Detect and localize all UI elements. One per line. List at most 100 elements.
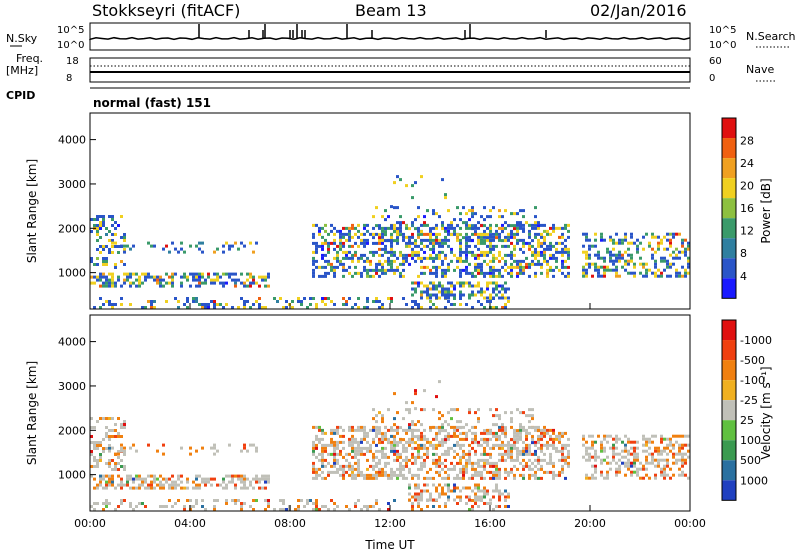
heatmap-cell [348,256,351,260]
heatmap-cell [477,470,480,474]
heatmap-cell [117,278,120,282]
heatmap-cell [567,452,570,456]
heatmap-cell [438,417,441,421]
heatmap-cell [495,489,498,493]
heatmap-cell [381,467,384,471]
heatmap-cell [180,480,183,484]
heatmap-cell [252,486,255,490]
heatmap-cell [114,263,117,266]
heatmap-cell [465,244,468,248]
heatmap-cell [426,489,429,493]
heatmap-cell [519,437,522,441]
heatmap-cell [498,290,501,294]
heatmap-cell [321,461,324,465]
heatmap-cell [672,443,675,447]
heatmap-cell [321,443,324,447]
heatmap-cell [489,476,492,480]
heatmap-cell [663,470,666,474]
heatmap-cell [390,244,393,248]
heatmap-cell [438,492,441,496]
heatmap-cell [453,449,456,453]
heatmap-cell [351,449,354,453]
heatmap-cell [228,272,231,276]
heatmap-cell [447,483,450,487]
heatmap-cell [345,238,348,242]
heatmap-cell [243,443,246,447]
heatmap-cell [498,495,501,499]
heatmap-cell [327,473,330,477]
heatmap-cell [498,238,501,242]
heatmap-cell [216,483,219,487]
heatmap-cell [498,473,501,477]
heatmap-cell [465,259,468,263]
heatmap-cell [624,235,627,239]
heatmap-cell [522,452,525,456]
heatmap-cell [612,437,615,441]
heatmap-cell [420,492,423,496]
heatmap-cell [111,233,114,236]
heatmap-cell [513,429,516,433]
heatmap-cell [669,232,672,236]
heatmap-cell [96,465,99,468]
heatmap-cell [354,265,357,269]
heatmap-cell [315,455,318,459]
heatmap-cell [306,499,309,502]
heatmap-cell [327,452,330,456]
heatmap-cell [504,476,507,480]
heatmap-cell [327,443,330,447]
heatmap-cell [480,431,483,435]
heatmap-cell [282,508,285,511]
heatmap-cell [666,259,669,263]
heatmap-cell [450,281,453,285]
heatmap-cell [225,241,228,245]
heatmap-cell [498,435,501,439]
heatmap-cell [447,411,450,415]
heatmap-cell [381,449,384,453]
heatmap-cell [390,467,393,471]
heatmap-cell [588,265,591,269]
heatmap-cell [237,247,240,251]
heatmap-cell [516,226,519,230]
heatmap-cell [681,244,684,248]
heatmap-cell [429,238,432,242]
heatmap-cell [198,272,201,276]
heatmap-cell [531,250,534,254]
heatmap-cell [483,489,486,493]
heatmap-cell [510,230,513,234]
heatmap-cell [429,443,432,447]
heatmap-cell [633,452,636,456]
heatmap-cell [159,480,162,484]
heatmap-cell [489,226,492,230]
heatmap-cell [507,235,510,239]
heatmap-cell [405,408,408,412]
heatmap-cell [225,502,228,505]
heatmap-cell [408,411,411,415]
nave-label: Nave [746,63,774,76]
heatmap-cell [105,263,108,266]
heatmap-cell [420,464,423,468]
heatmap-cell [480,253,483,257]
heatmap-cell [618,259,621,263]
heatmap-cell [495,423,498,427]
heatmap-cell [324,443,327,447]
heatmap-cell [429,229,432,233]
heatmap-cell [474,265,477,269]
heatmap-cell [684,253,687,257]
heatmap-cell [357,306,360,309]
heatmap-cell [522,449,525,453]
heatmap-cell [660,256,663,260]
heatmap-cell [96,278,99,282]
heatmap-cell [378,461,381,465]
heatmap-cell [591,434,594,438]
heatmap-cell [609,259,612,263]
heatmap-cell [120,284,123,288]
heatmap-cell [444,464,447,468]
heatmap-cell [615,452,618,456]
heatmap-cell [471,232,474,236]
heatmap-cell [207,477,210,481]
heatmap-cell [681,473,684,477]
heatmap-cell [198,486,201,490]
heatmap-cell [423,265,426,269]
heatmap-cell [687,256,690,260]
heatmap-cell [207,303,210,306]
